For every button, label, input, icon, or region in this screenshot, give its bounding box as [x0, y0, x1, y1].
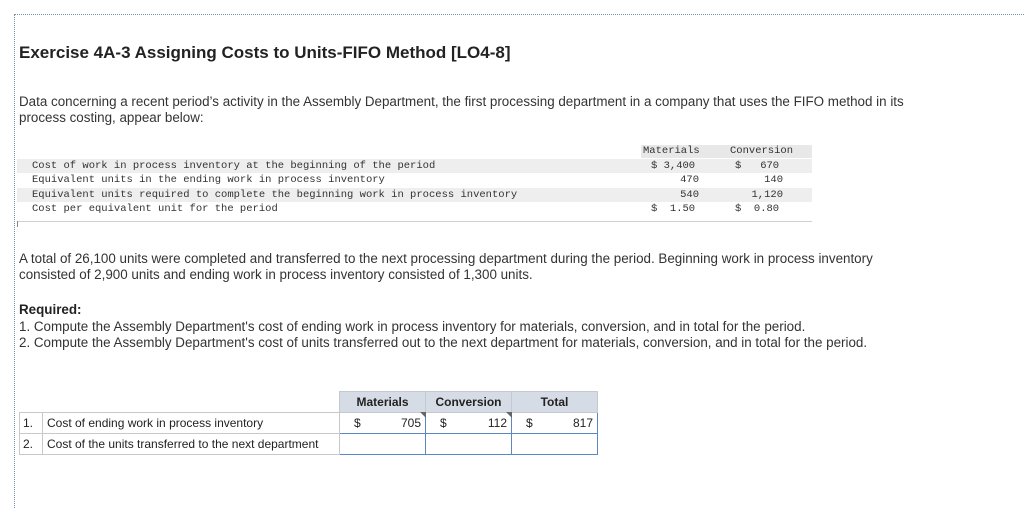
conversion-input[interactable]: [425, 433, 512, 455]
answer-header-conversion: Conversion: [425, 391, 512, 413]
data-table: Materials Conversion Cost of work in pro…: [17, 145, 812, 220]
currency-symbol: $: [354, 416, 361, 430]
table-row: 2. Cost of the units transferred to the …: [19, 433, 598, 455]
data-table-header-bg: [641, 145, 812, 158]
input-value: 705: [400, 416, 421, 430]
data-row-materials: 470: [680, 174, 699, 186]
data-row-label: Equivalent units required to complete th…: [32, 189, 518, 201]
total-input[interactable]: [511, 433, 598, 455]
flag-marker-icon: [506, 412, 512, 418]
flag-marker-icon: [420, 412, 426, 418]
answer-blank: [43, 392, 340, 413]
answer-row-number: 1.: [19, 412, 43, 434]
answer-row-label: Cost of ending work in process inventory: [42, 412, 340, 434]
required-heading: Required:: [19, 302, 82, 317]
data-row-shade: [17, 188, 812, 202]
required-list: 1. Compute the Assembly Department's cos…: [19, 319, 919, 351]
answer-row-label: Cost of the units transferred to the nex…: [42, 433, 340, 455]
answer-row-number: 2.: [19, 433, 43, 455]
total-input[interactable]: $ 817: [511, 412, 598, 434]
currency-symbol: $: [440, 416, 447, 430]
data-row-materials: $ 3,400: [651, 160, 696, 172]
data-header-conversion: Conversion: [730, 145, 794, 157]
data-row-conversion: $ 670: [735, 160, 780, 172]
data-row-label: Cost of work in process inventory at the…: [32, 160, 436, 172]
required-item: 1. Compute the Assembly Department's cos…: [19, 319, 806, 334]
required-item: 2. Compute the Assembly Department's cos…: [19, 335, 868, 350]
data-row-conversion: $ 0.80: [735, 203, 780, 215]
data-row-label: Cost per equivalent unit for the period: [32, 203, 278, 215]
answer-table: Materials Conversion Total 1. Cost of en…: [19, 391, 598, 455]
answer-header-total: Total: [511, 391, 598, 413]
materials-input[interactable]: $ 705: [339, 412, 426, 434]
currency-symbol: $: [526, 416, 533, 430]
intro-text: Data concerning a recent period’s activi…: [19, 94, 904, 125]
data-row-shade: [17, 159, 812, 173]
answer-blank: [20, 392, 43, 413]
input-value: 112: [487, 416, 507, 430]
data-row-materials: 540: [680, 189, 699, 201]
data-row-materials: $ 1.50: [651, 203, 696, 215]
answer-header-materials: Materials: [339, 391, 426, 413]
data-row-label: Equivalent units in the ending work in p…: [32, 174, 385, 186]
input-value: 817: [572, 416, 593, 430]
table-row: 1. Cost of ending work in process invent…: [19, 412, 598, 434]
conversion-input[interactable]: $ 112: [425, 412, 512, 434]
data-row-conversion: 140: [764, 174, 783, 186]
transfer-paragraph: A total of 26,100 units were completed a…: [19, 251, 873, 282]
exercise-title: Exercise 4A-3 Assigning Costs to Units-F…: [19, 43, 511, 62]
top-border: [14, 14, 1024, 15]
left-border: [14, 14, 15, 508]
data-table-underline: [17, 221, 812, 222]
materials-input[interactable]: [339, 433, 426, 455]
data-table-tick: [17, 221, 18, 227]
data-row-conversion: 1,120: [751, 189, 783, 201]
data-header-materials: Materials: [643, 145, 700, 157]
